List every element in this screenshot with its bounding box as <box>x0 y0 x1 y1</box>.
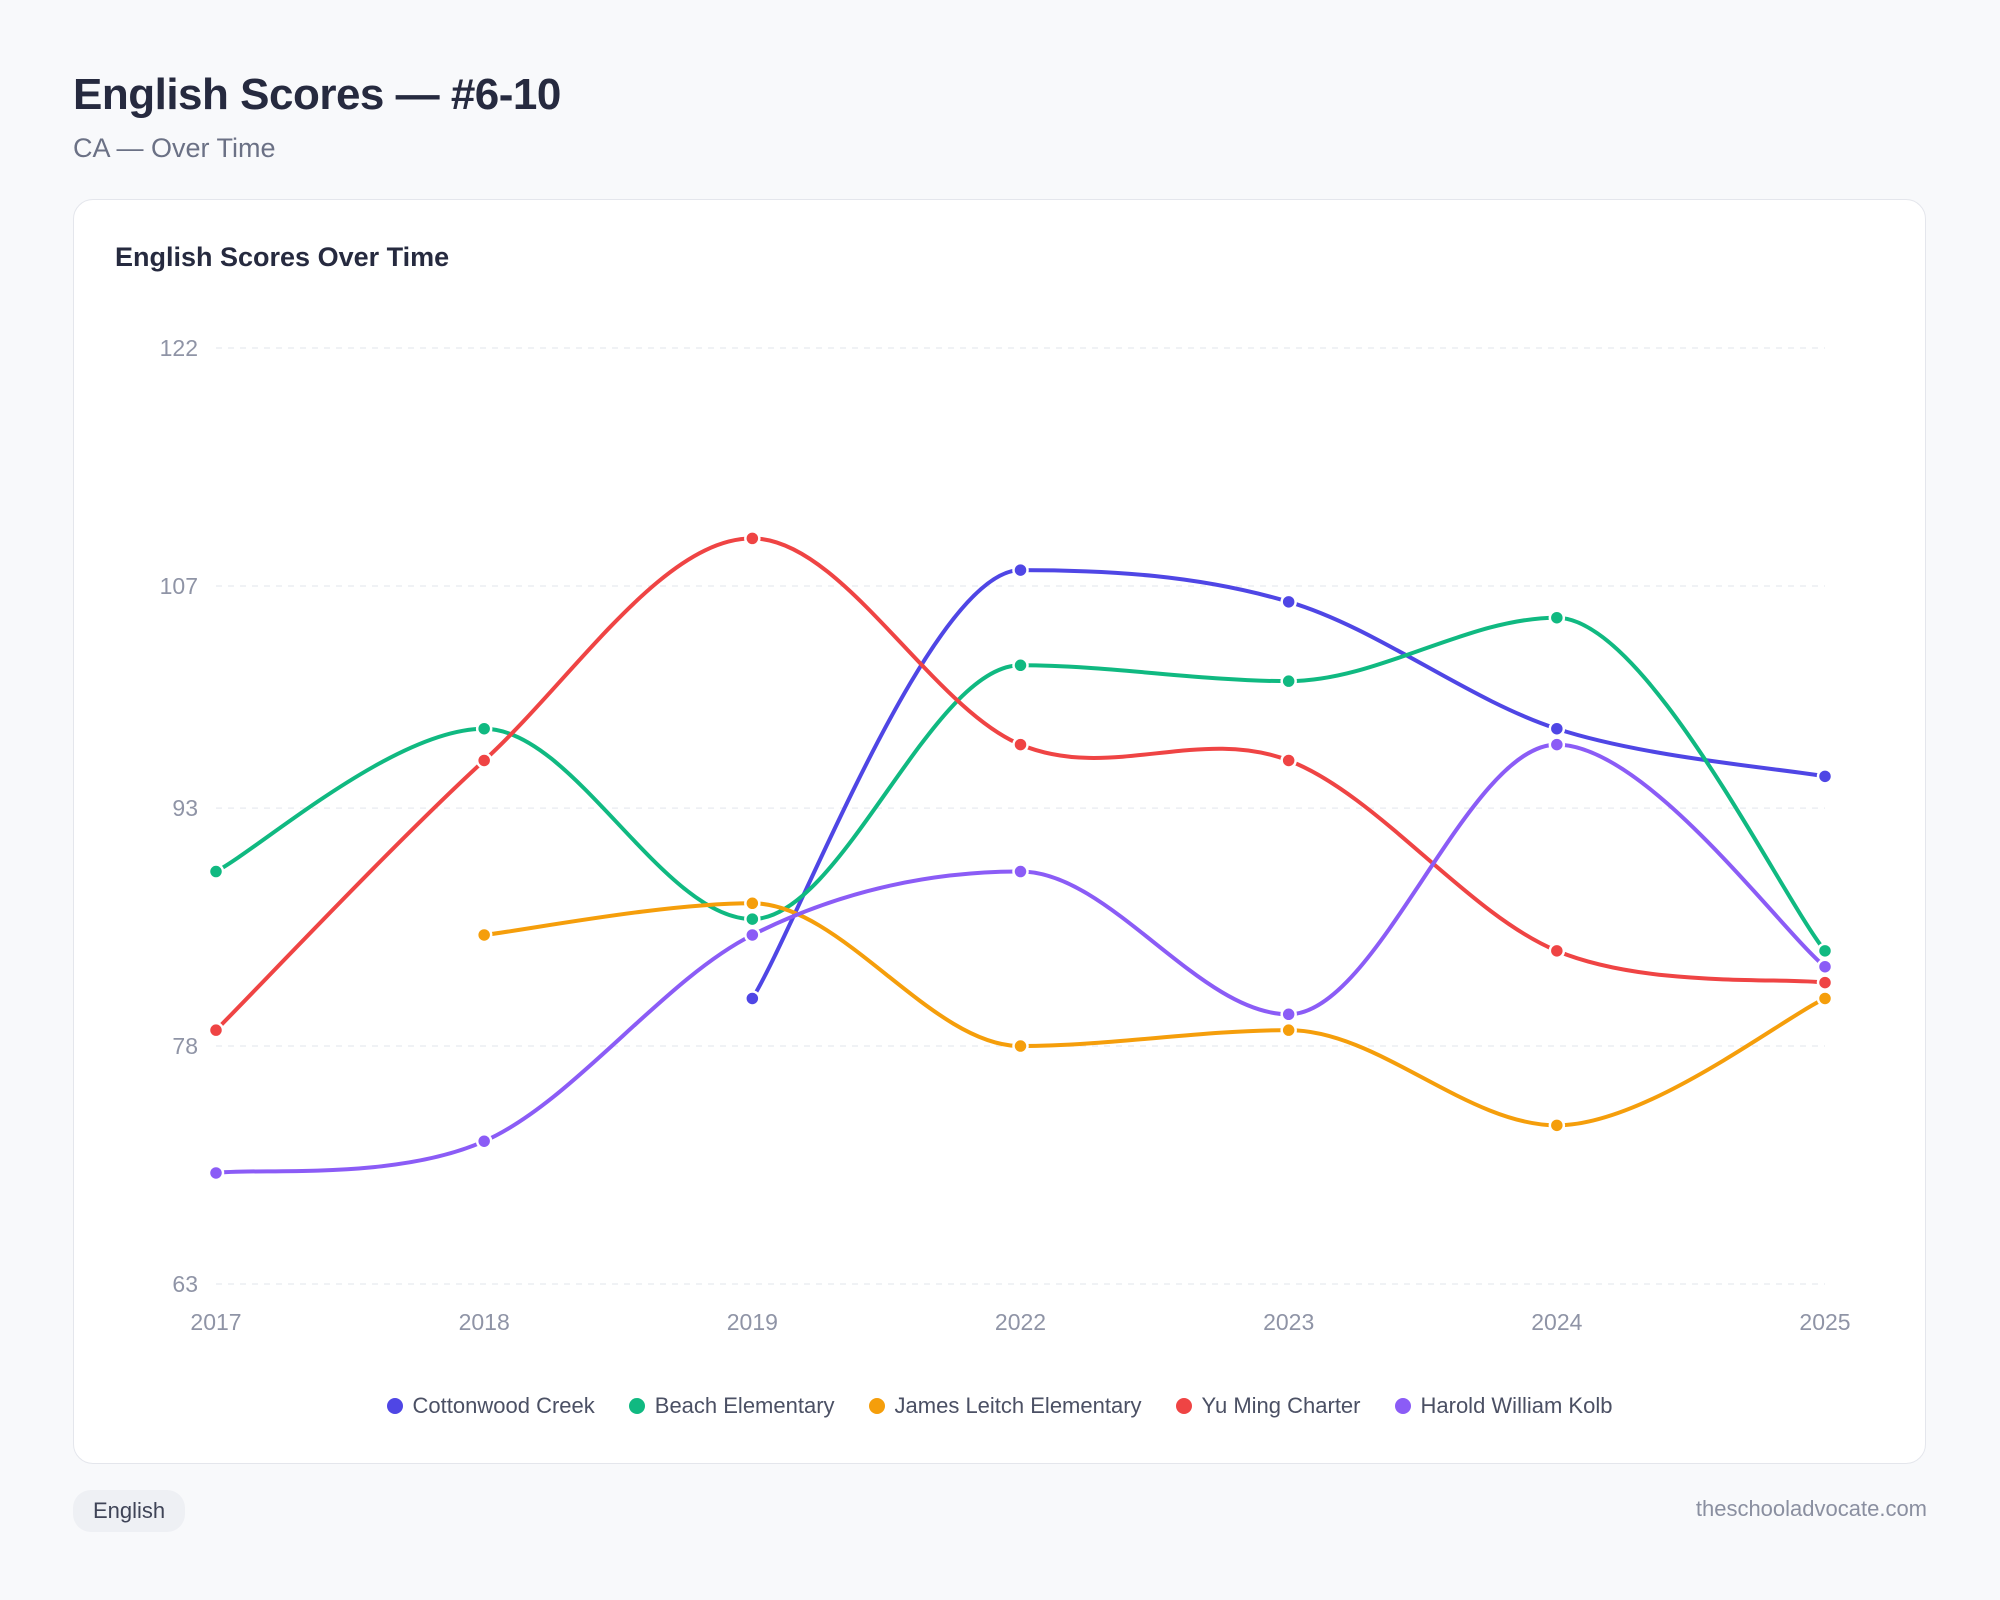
data-point[interactable] <box>1816 974 1834 991</box>
data-point[interactable] <box>1012 863 1029 880</box>
chart-legend: Cottonwood Creek Beach Elementary James Le… <box>74 1393 1925 1419</box>
page-title: English Scores — #6-10 <box>73 70 561 119</box>
data-point[interactable] <box>1280 752 1297 769</box>
x-tick-label: 2025 <box>1799 1309 1850 1335</box>
data-point[interactable] <box>744 895 761 912</box>
data-point[interactable] <box>1280 672 1297 690</box>
data-point[interactable] <box>1012 561 1029 579</box>
legend-swatch <box>1394 1398 1411 1414</box>
data-point[interactable] <box>207 1164 225 1182</box>
x-tick-label: 2018 <box>459 1309 510 1335</box>
data-point[interactable] <box>207 1021 225 1039</box>
y-axis-ticks: 63 78 93 107 122 <box>160 335 198 1297</box>
legend-swatch <box>628 1398 645 1414</box>
data-point[interactable] <box>1548 609 1566 626</box>
data-point[interactable] <box>1816 768 1834 785</box>
data-point[interactable] <box>1280 593 1297 611</box>
x-tick-label: 2019 <box>727 1309 778 1335</box>
data-point[interactable] <box>1548 942 1566 960</box>
legend-label: Cottonwood Creek <box>412 1393 595 1418</box>
y-tick-label: 107 <box>160 573 198 599</box>
data-point[interactable] <box>1816 990 1834 1007</box>
legend-item[interactable]: James Leitch Elementary <box>868 1393 1142 1419</box>
series-line <box>482 901 1827 1128</box>
y-tick-label: 122 <box>160 335 198 361</box>
data-point[interactable] <box>1280 1021 1297 1039</box>
site-link[interactable]: theschooladvocate.com <box>1695 1496 1927 1521</box>
data-point[interactable] <box>1012 657 1029 674</box>
subject-tag: English <box>73 1490 186 1532</box>
series-line <box>214 536 1827 1033</box>
data-point[interactable] <box>1548 720 1566 737</box>
data-point[interactable] <box>744 530 761 547</box>
legend-item[interactable]: Harold William Kolb <box>1394 1393 1613 1419</box>
data-point[interactable] <box>475 926 493 944</box>
data-point[interactable] <box>744 910 761 928</box>
legend-label: Beach Elementary <box>654 1393 835 1418</box>
data-point[interactable] <box>1012 736 1029 753</box>
x-tick-label: 2022 <box>995 1309 1046 1335</box>
x-tick-label: 2023 <box>1263 1309 1314 1335</box>
chart-card: English Scores Over Time 63 78 93 107 122 20… <box>73 199 1926 1464</box>
legend-label: Harold William Kolb <box>1420 1393 1613 1418</box>
legend-label: James Leitch Elementary <box>894 1393 1142 1418</box>
legend-item[interactable]: Yu Ming Charter <box>1175 1393 1361 1419</box>
data-point[interactable] <box>1012 1037 1029 1055</box>
x-axis-ticks: 2017 2018 2019 2022 2023 2024 2025 <box>190 1309 1850 1335</box>
x-tick-label: 2024 <box>1531 1309 1582 1335</box>
data-point[interactable] <box>744 990 761 1007</box>
series-lines <box>207 530 1834 1182</box>
legend-swatch <box>1175 1398 1192 1414</box>
data-point[interactable] <box>475 1132 493 1150</box>
grid-lines <box>216 347 1825 1285</box>
line-chart: 63 78 93 107 122 2017 2018 2019 2022 2023 2024 202… <box>160 335 1851 1335</box>
data-point[interactable] <box>1816 942 1834 960</box>
data-point[interactable] <box>744 926 761 944</box>
legend-item[interactable]: Beach Elementary <box>628 1393 835 1419</box>
x-tick-label: 2017 <box>190 1309 241 1335</box>
y-tick-label: 93 <box>172 795 198 821</box>
series-line <box>750 568 1827 1001</box>
data-point[interactable] <box>207 863 225 880</box>
legend-item[interactable]: Cottonwood Creek <box>386 1393 595 1419</box>
legend-swatch <box>868 1398 885 1414</box>
data-point[interactable] <box>475 752 493 769</box>
y-tick-label: 63 <box>172 1271 198 1297</box>
legend-label: Yu Ming Charter <box>1201 1393 1361 1418</box>
chart-title: English Scores Over Time <box>115 242 450 272</box>
data-point[interactable] <box>1548 736 1566 753</box>
data-point[interactable] <box>1548 1117 1566 1134</box>
data-point[interactable] <box>1280 1006 1297 1023</box>
y-tick-label: 78 <box>172 1033 198 1059</box>
data-point[interactable] <box>475 720 493 737</box>
legend-swatch <box>386 1398 403 1414</box>
data-point[interactable] <box>1816 958 1834 975</box>
page-subtitle: CA — Over Time <box>73 133 276 163</box>
